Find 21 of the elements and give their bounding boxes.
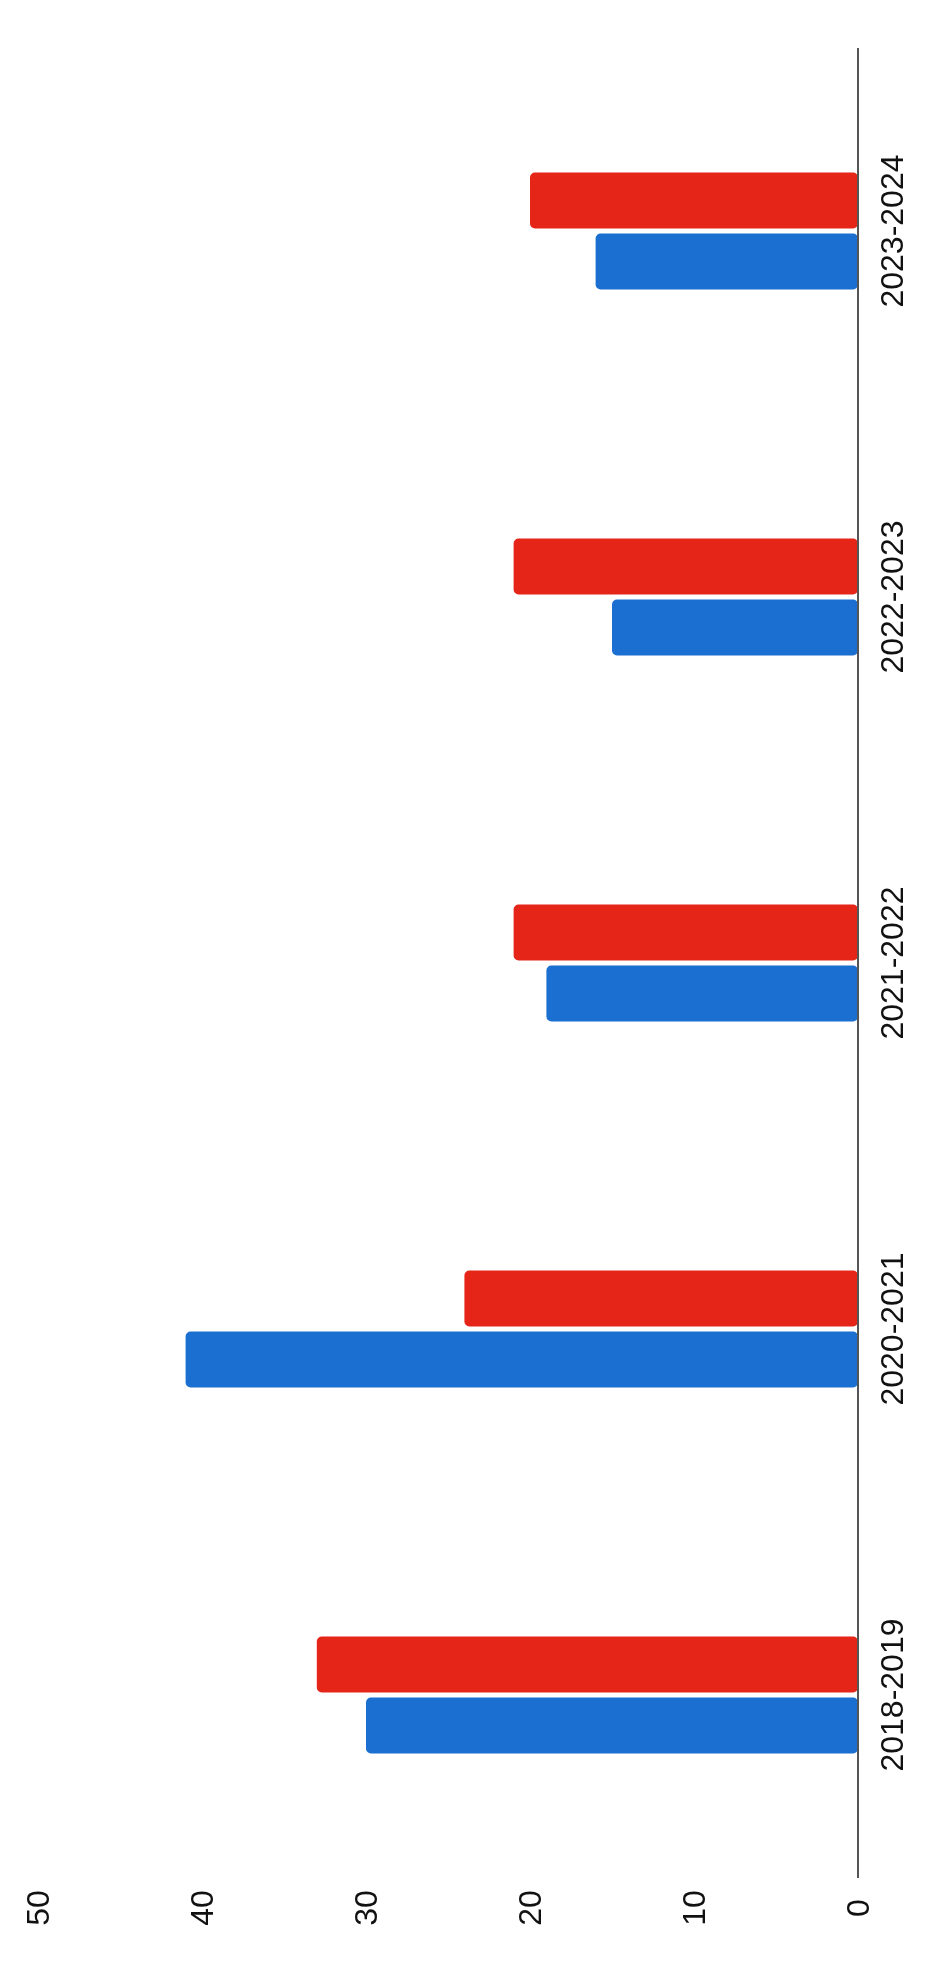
y-tick-label: 2021-2022	[874, 886, 910, 1040]
y-tick-label: 2018-2019	[874, 1618, 910, 1772]
bar	[513, 538, 858, 595]
x-tick-label: 30	[348, 1890, 384, 1926]
x-tick-label: 20	[512, 1890, 548, 1926]
y-tick-label: 2022-2023	[874, 520, 910, 674]
x-tick-label: 0	[840, 1899, 876, 1917]
bar	[530, 172, 858, 229]
y-tick-label: 2023-2024	[874, 154, 910, 308]
x-tick-label: 50	[20, 1890, 56, 1926]
bar	[366, 1697, 858, 1754]
bar	[316, 1636, 858, 1693]
bar	[546, 965, 858, 1022]
x-tick-label: 40	[184, 1890, 220, 1926]
bar	[464, 1270, 858, 1327]
bar	[612, 599, 858, 656]
y-tick-label: 2020-2021	[874, 1252, 910, 1406]
bar	[513, 904, 858, 961]
x-tick-label: 10	[676, 1890, 712, 1926]
bar	[185, 1331, 858, 1388]
bar	[595, 233, 858, 290]
